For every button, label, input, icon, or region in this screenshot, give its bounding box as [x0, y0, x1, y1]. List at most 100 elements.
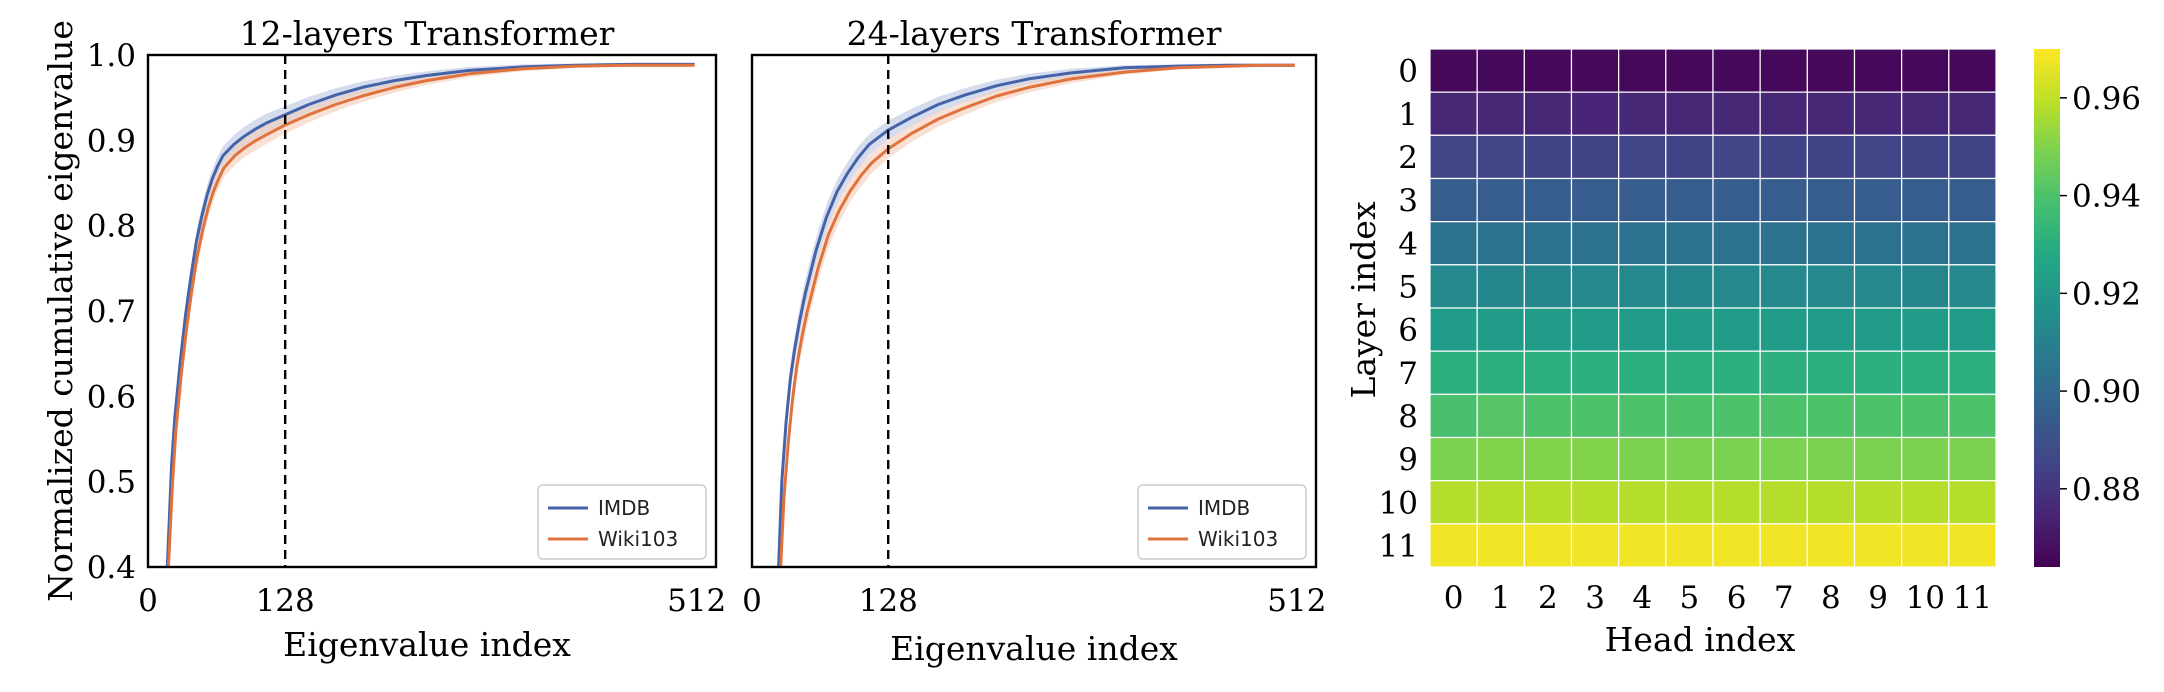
legend-label-imdb: IMDB [598, 496, 650, 520]
heatmap-cell [1665, 393, 1714, 439]
plot-area [777, 63, 1295, 567]
heatmap-cell [1476, 436, 1525, 482]
heatmap-cell [1476, 350, 1525, 395]
heatmap-cell [1948, 393, 1997, 439]
heatmap-cell [1618, 177, 1667, 223]
heatmap-cell [1948, 221, 1997, 266]
heatmap-cell [1806, 264, 1856, 309]
heatmap-x-tick-label: 0 [1444, 580, 1464, 616]
y-axis-label: Normalized cumulative eigenvalue [41, 20, 80, 602]
heatmap-cell [1429, 48, 1478, 93]
heatmap-cell [1806, 480, 1856, 525]
heatmap-cell [1759, 134, 1808, 180]
legend-label-wiki103: Wiki103 [598, 527, 678, 551]
heatmap-cell [1948, 91, 1997, 136]
heatmap-cell [1712, 350, 1761, 395]
heatmap-cell [1523, 134, 1573, 180]
heatmap-cell [1853, 436, 1903, 482]
heatmap-cell [1618, 436, 1667, 482]
heatmap-cell [1618, 264, 1667, 309]
heatmap-x-tick-label: 5 [1680, 580, 1700, 616]
heatmap-cell [1853, 480, 1903, 525]
heatmap-y-tick-label: 10 [1379, 485, 1418, 521]
heatmap-cell [1806, 91, 1856, 136]
heatmap-cell [1806, 436, 1856, 482]
heatmap-cell [1618, 393, 1667, 439]
heatmap-cell [1523, 221, 1573, 266]
heatmap-cell [1806, 134, 1856, 180]
heatmap-cell [1901, 480, 1950, 525]
heatmap-cell [1665, 523, 1714, 568]
heatmap-cell [1901, 264, 1950, 309]
plot-frame [750, 53, 1318, 569]
heatmap-cell [1570, 350, 1620, 395]
heatmap-cell [1712, 264, 1761, 309]
colorbar-gradient [2034, 49, 2060, 567]
heatmap-cell [1476, 91, 1525, 136]
heatmap-x-tick-label: 2 [1538, 580, 1558, 616]
heatmap-y-axis-label: Layer index [1344, 201, 1383, 398]
heatmap-cell [1712, 48, 1761, 93]
heatmap-cell [1948, 350, 1997, 395]
heatmap-cell [1570, 264, 1620, 309]
heatmap-y-tick-label: 6 [1398, 313, 1418, 349]
heatmap-cell [1759, 480, 1808, 525]
heatmap-cell [1523, 480, 1573, 525]
heatmap-cell [1476, 177, 1525, 223]
heatmap-cell [1429, 221, 1478, 266]
plot-area [165, 62, 695, 567]
heatmap-y-tick-label: 8 [1398, 399, 1418, 435]
heatmap-cell [1618, 48, 1667, 93]
heatmap-cell [1665, 91, 1714, 136]
heatmap-cell [1948, 523, 1997, 568]
heatmap-cell [1712, 134, 1761, 180]
heatmap-cell [1523, 436, 1573, 482]
heatmap-cell [1429, 393, 1478, 439]
heatmap-cell [1665, 177, 1714, 223]
heatmap-cell [1618, 523, 1667, 568]
heatmap-cell [1712, 221, 1761, 266]
x-axis-label-12-layers: Eigenvalue index [283, 625, 571, 664]
heatmap-cell [1712, 523, 1761, 568]
heatmap-cell [1948, 48, 1997, 93]
colorbar-tick-label: 0.92 [2072, 276, 2141, 312]
heatmap-cell [1665, 350, 1714, 395]
x-tick-label: 512 [667, 583, 726, 619]
heatmap-cell [1901, 350, 1950, 395]
heatmap-cell [1570, 134, 1620, 180]
heatmap-cell [1759, 350, 1808, 395]
x-tick-label: 0 [138, 583, 158, 619]
heatmap-cell [1429, 350, 1478, 395]
y-tick-label: 0.5 [87, 465, 136, 501]
heatmap-y-tick-label: 0 [1398, 54, 1418, 90]
heatmap-cell [1806, 393, 1856, 439]
heatmap-cell [1665, 480, 1714, 525]
heatmap-cell [1429, 177, 1478, 223]
heatmap-cell [1665, 436, 1714, 482]
heatmap-cell [1618, 134, 1667, 180]
heatmap-cell [1806, 177, 1856, 223]
heatmap-cell [1901, 177, 1950, 223]
heatmap-cell [1712, 91, 1761, 136]
heatmap-y-tick-label: 9 [1398, 442, 1418, 478]
heatmap-cell [1901, 91, 1950, 136]
heatmap-cell [1665, 307, 1714, 352]
x-tick-label: 512 [1267, 583, 1326, 619]
chart-title-12-layers: 12-layers Transformer [240, 14, 615, 53]
heatmap-cell [1901, 393, 1950, 439]
heatmap-cell [1759, 393, 1808, 439]
heatmap-cell [1429, 436, 1478, 482]
plot-frame [146, 53, 718, 569]
colorbar-tick-label: 0.88 [2072, 472, 2141, 508]
heatmap-cell [1759, 436, 1808, 482]
heatmap-cell [1759, 307, 1808, 352]
heatmap-cell [1570, 436, 1620, 482]
heatmap-cell [1759, 177, 1808, 223]
heatmap-cell [1901, 436, 1950, 482]
heatmap-cell [1948, 307, 1997, 352]
heatmap-x-tick-label: 7 [1774, 580, 1794, 616]
heatmap-cell [1476, 264, 1525, 309]
heatmap-cell [1806, 350, 1856, 395]
heatmap-x-tick-label: 10 [1906, 580, 1945, 616]
colorbar-tick-label: 0.96 [2072, 81, 2141, 117]
